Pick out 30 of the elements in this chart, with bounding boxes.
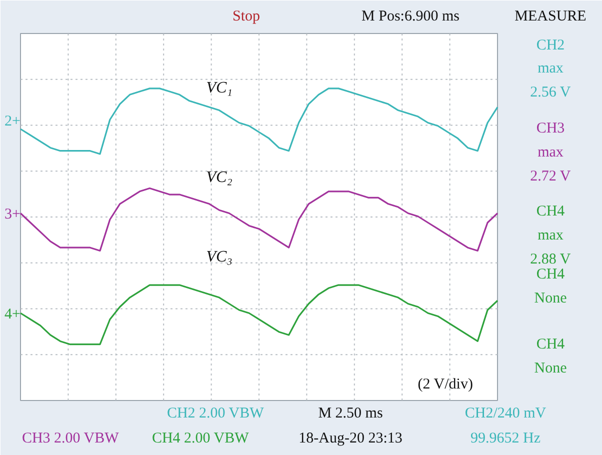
text: CH4 bbox=[536, 266, 566, 282]
text: M 2.50 ms bbox=[318, 406, 383, 422]
text: 2.72 V bbox=[530, 168, 571, 184]
text: 2.56 V bbox=[530, 84, 571, 100]
series-label: VC₂ bbox=[206, 169, 233, 186]
series-label: VC₃ bbox=[206, 248, 232, 266]
text: 2+ bbox=[4, 114, 20, 130]
text: None bbox=[534, 360, 568, 376]
text: CH4 bbox=[536, 336, 566, 352]
text: CH2 bbox=[536, 38, 565, 54]
annotation: (2 V/div) bbox=[418, 376, 473, 392]
text: 3+ bbox=[4, 206, 20, 222]
text: max bbox=[538, 228, 564, 244]
text: CH4 bbox=[536, 204, 566, 220]
text: max bbox=[538, 60, 564, 76]
text: CH4 2.00 VBW bbox=[152, 430, 250, 446]
text: None bbox=[534, 290, 568, 306]
text: CH3 2.00 VBW bbox=[22, 430, 120, 446]
text: M Pos:6.900 ms bbox=[362, 8, 460, 24]
series-label: VC₁ bbox=[206, 79, 232, 96]
text: 99.9652 Hz bbox=[470, 430, 541, 446]
text: 18-Aug-20 23:13 bbox=[298, 430, 402, 446]
text: 2.88 V bbox=[530, 252, 571, 268]
text: Stop bbox=[232, 8, 260, 24]
text: MEASURE bbox=[514, 8, 586, 24]
text: CH3 bbox=[536, 120, 565, 136]
text: CH2 2.00 VBW bbox=[166, 406, 265, 422]
text: 4+ bbox=[4, 306, 20, 322]
text: CH2/240 mV bbox=[464, 406, 546, 422]
text: max bbox=[538, 144, 564, 160]
